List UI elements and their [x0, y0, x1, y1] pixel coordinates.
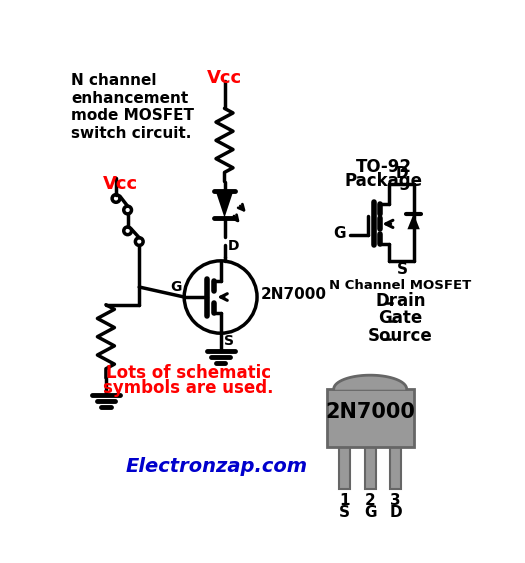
Text: Vcc: Vcc	[103, 175, 138, 193]
Text: mode MOSFET: mode MOSFET	[71, 108, 194, 123]
Text: symbols are used.: symbols are used.	[103, 379, 274, 397]
Text: N channel: N channel	[71, 73, 156, 88]
Text: 1: 1	[339, 493, 350, 508]
Text: G: G	[334, 226, 346, 242]
Text: G: G	[364, 504, 376, 520]
Text: 2N7000: 2N7000	[326, 402, 415, 422]
Polygon shape	[216, 191, 234, 218]
Text: 2: 2	[365, 493, 375, 508]
Bar	[327, 389, 414, 447]
Text: Vcc: Vcc	[207, 69, 242, 87]
Text: S: S	[396, 262, 407, 278]
Text: Lots of schematic: Lots of schematic	[106, 364, 271, 382]
Text: 3: 3	[391, 493, 401, 508]
Text: D: D	[396, 166, 408, 181]
Bar	[365, 447, 375, 489]
Text: G: G	[171, 280, 182, 294]
Text: switch circuit.: switch circuit.	[71, 126, 192, 141]
Text: TO-92: TO-92	[355, 158, 412, 176]
Text: 2N7000: 2N7000	[261, 287, 327, 302]
Bar	[339, 447, 350, 489]
Text: Drain: Drain	[375, 292, 426, 310]
Text: Electronzap.com: Electronzap.com	[125, 457, 308, 476]
Text: Package: Package	[344, 172, 423, 190]
Text: enhancement: enhancement	[71, 91, 188, 106]
Text: Gate: Gate	[379, 309, 423, 327]
Bar	[391, 447, 401, 489]
Text: D: D	[390, 504, 402, 520]
Text: S: S	[224, 334, 234, 348]
Text: Source: Source	[368, 327, 433, 345]
Polygon shape	[334, 375, 407, 389]
Text: N Channel MOSFET: N Channel MOSFET	[329, 279, 471, 292]
Text: S: S	[339, 504, 350, 520]
Polygon shape	[407, 214, 420, 229]
Text: D: D	[228, 239, 239, 253]
